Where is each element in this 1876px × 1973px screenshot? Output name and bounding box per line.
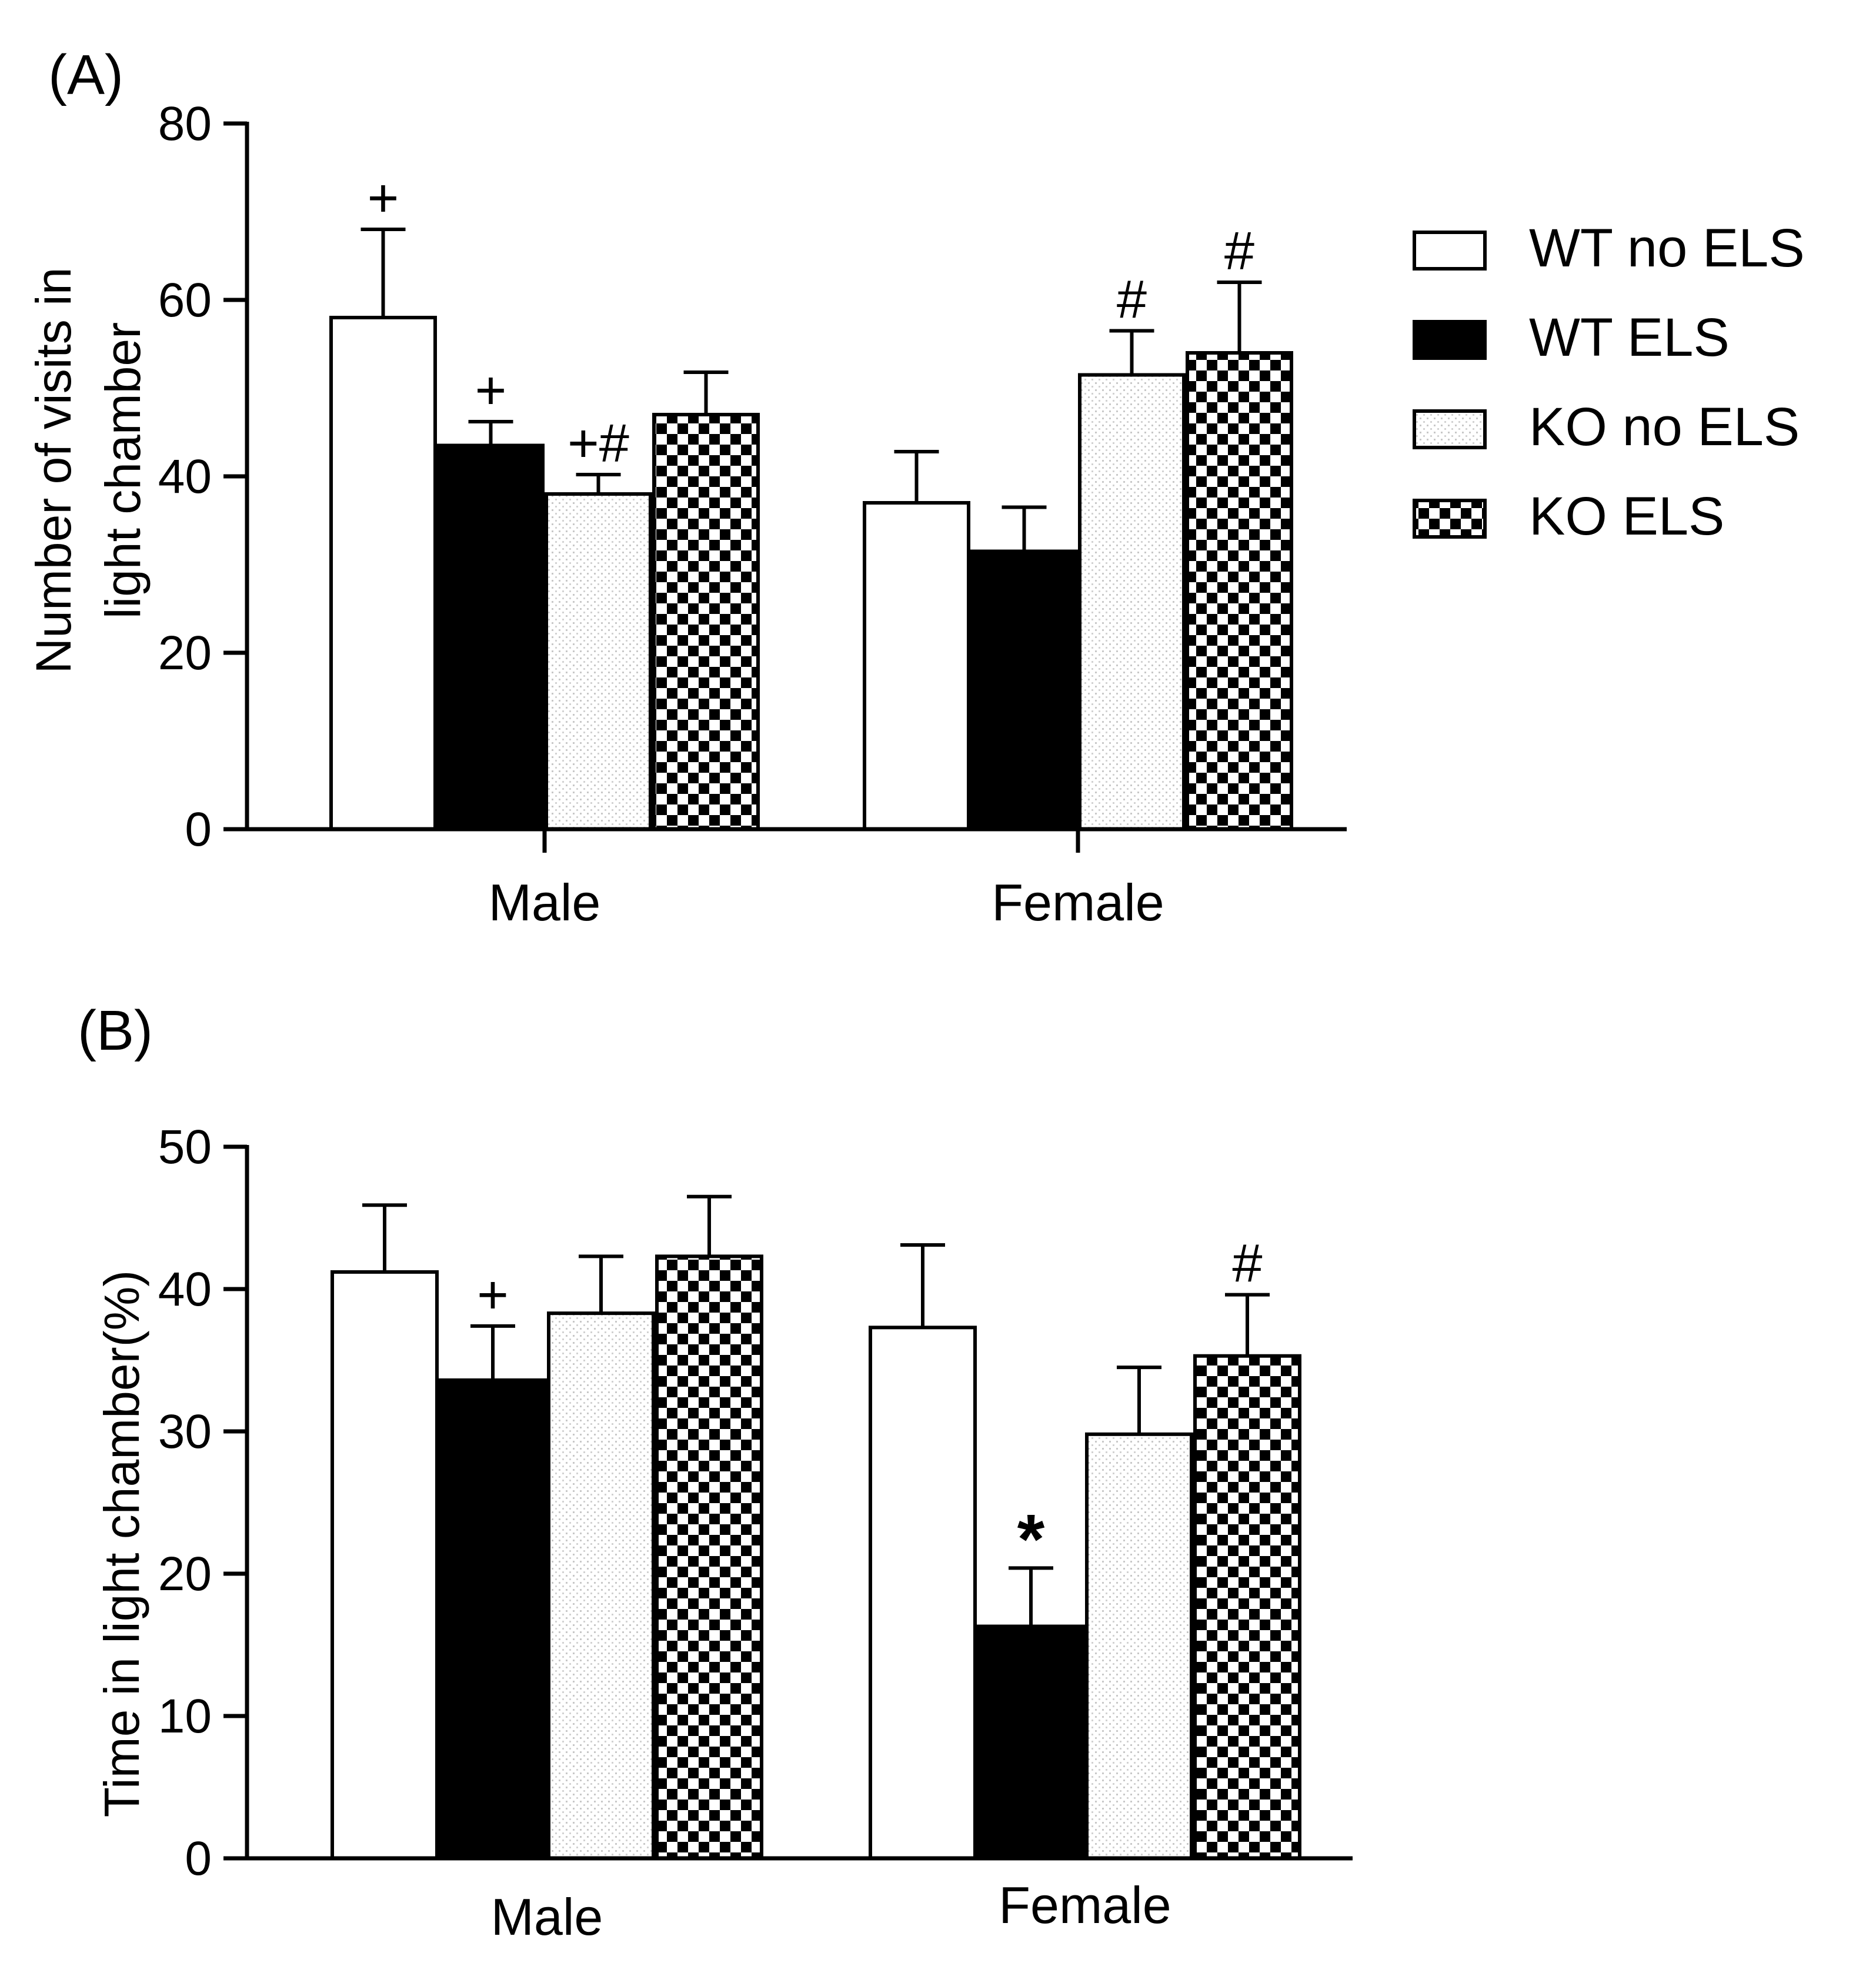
panel-a-annotation-0-1: +: [475, 360, 507, 420]
legend-swatch-3: [1413, 499, 1487, 539]
panel-a-bar-1-2: [1078, 373, 1186, 831]
panel-b-bar-0-3: [655, 1254, 763, 1861]
panel-a-bar-0-2: [545, 492, 652, 831]
legend-label-2: KO no ELS: [1529, 397, 1800, 457]
panel-a-ylabel-line-2: light chamber: [95, 322, 151, 619]
panel-a-label: (A): [48, 44, 123, 106]
panel-a-annotation-1-3: #: [1224, 221, 1254, 281]
panel-b-bar-0-2: [547, 1311, 655, 1860]
panel-b-category-label-1: Female: [999, 1876, 1171, 1934]
panel-a-bar-1-0: [863, 501, 970, 831]
panel-b-bar-1-1: [977, 1624, 1085, 1861]
panel-a-bar-1-1: [970, 549, 1078, 831]
panel-b-ytick-label-0: 0: [185, 1832, 212, 1885]
panel-b-ylabel: Time in light chamber(%): [94, 1270, 149, 1817]
panel-b-category-label-0: Male: [491, 1888, 603, 1946]
panel-a-annotation-1-2: #: [1117, 270, 1147, 330]
panel-b-bar-0-0: [331, 1270, 439, 1860]
legend-swatch-1: [1413, 320, 1487, 360]
legend-swatch-0: [1413, 231, 1487, 271]
panel-b-ytick-label-5: 50: [158, 1120, 212, 1174]
panel-a-annotation-0-0: +: [368, 168, 399, 228]
legend: WT no ELS WT ELS KO no ELS KO ELS: [1413, 218, 1805, 546]
panel-b-bar-1-0: [869, 1326, 977, 1861]
panel-a-annotation-0-2: +#: [568, 413, 629, 473]
panel-a-category-label-1: Female: [992, 873, 1164, 932]
panel-b-chart: (B) Time in light chamber(%) + * #0 10 20 30 4…: [78, 999, 1353, 1946]
panel-b-ytick-label-4: 40: [158, 1263, 212, 1316]
legend-label-1: WT ELS: [1529, 308, 1730, 368]
panel-a-ylabel-line-1: Number of visits in: [26, 268, 81, 674]
panel-a-chart: (A) Number of visits in light chamber + +…: [26, 44, 1347, 932]
panel-b-ytick-label-3: 30: [158, 1405, 212, 1458]
panel-a-ytick-label-0: 0: [185, 803, 212, 856]
panel-a-bar-1-3: [1186, 351, 1293, 831]
panel-a-ytick-label-2: 40: [158, 450, 212, 503]
legend-swatch-2: [1413, 409, 1487, 449]
panel-b-annotation-1-3: #: [1232, 1234, 1262, 1294]
panel-b-bar-1-3: [1193, 1354, 1301, 1860]
panel-a-bar-0-0: [329, 316, 437, 831]
panel-a-ytick-label-3: 60: [158, 273, 212, 327]
panel-a-ytick-label-1: 20: [158, 626, 212, 680]
panel-b-label: (B): [78, 999, 153, 1062]
panel-b-bar-0-1: [439, 1378, 547, 1860]
panel-a-category-label-0: Male: [489, 873, 601, 932]
panel-b-ytick-label-1: 10: [158, 1690, 212, 1743]
panel-b-annotation-0-1: +: [477, 1265, 509, 1325]
legend-label-0: WT no ELS: [1529, 218, 1805, 278]
panel-a-bar-0-1: [437, 443, 545, 831]
panel-b-bar-1-2: [1085, 1432, 1193, 1861]
panel-b-ytick-label-2: 20: [158, 1547, 212, 1601]
panel-b-annotation-1-1: *: [1017, 1500, 1045, 1578]
panel-a-ytick-label-4: 80: [158, 97, 212, 151]
panel-a-bar-0-3: [652, 413, 760, 831]
legend-label-3: KO ELS: [1529, 486, 1724, 546]
